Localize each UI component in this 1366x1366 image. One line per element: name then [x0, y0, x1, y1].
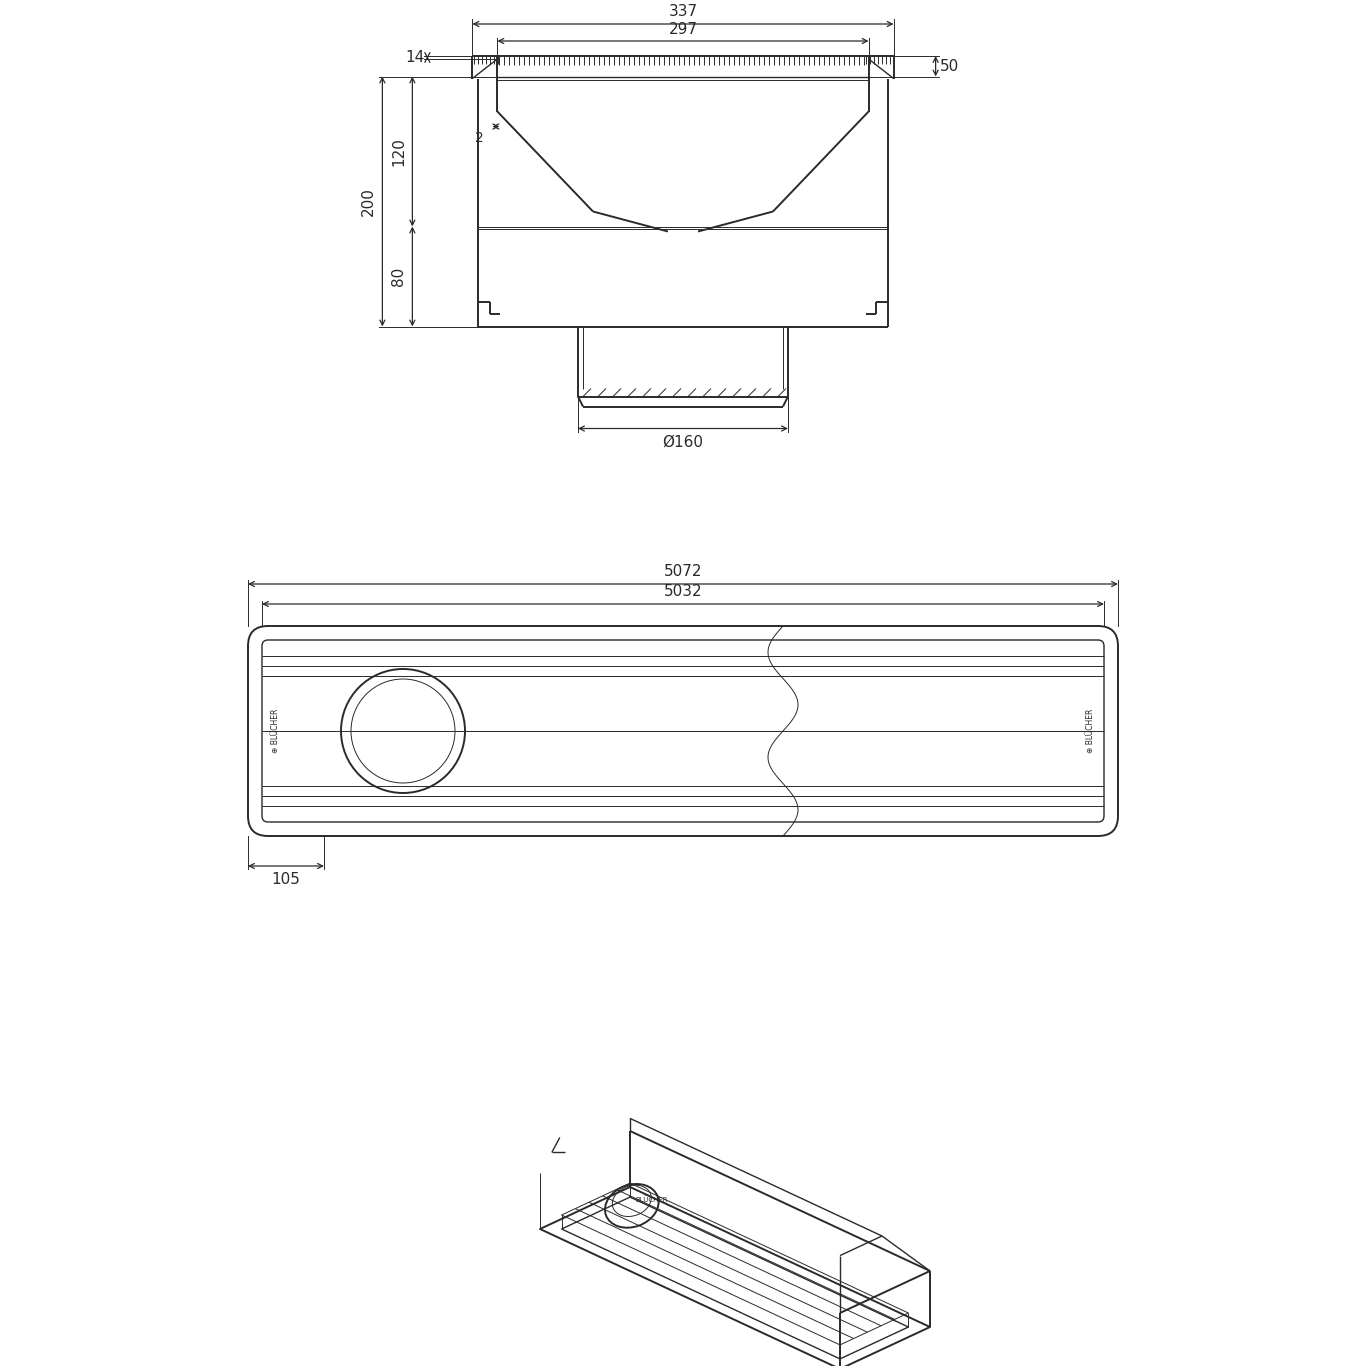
- Text: ⊕ BLÜCHER: ⊕ BLÜCHER: [270, 709, 280, 753]
- Text: ⊕ BLÜCHER: ⊕ BLÜCHER: [1086, 709, 1096, 753]
- Text: 120: 120: [391, 137, 406, 165]
- Text: 14: 14: [406, 51, 425, 66]
- Text: 105: 105: [272, 873, 301, 888]
- Text: 5032: 5032: [664, 585, 702, 600]
- Text: 297: 297: [668, 22, 698, 37]
- Text: 2: 2: [475, 131, 484, 146]
- Text: 200: 200: [361, 187, 376, 216]
- Text: 50: 50: [940, 59, 959, 74]
- Text: 337: 337: [668, 4, 698, 19]
- Text: BLÜCHER: BLÜCHER: [635, 1197, 668, 1203]
- Text: Ø160: Ø160: [663, 434, 703, 449]
- Text: 5072: 5072: [664, 564, 702, 579]
- Text: 80: 80: [391, 266, 406, 285]
